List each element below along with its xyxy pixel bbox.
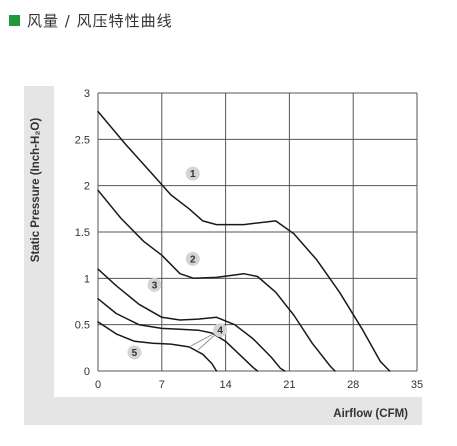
axis-shade-left	[24, 86, 54, 425]
curve-marker-label: 3	[152, 280, 158, 291]
page-header: 风量 / 风压特性曲线	[9, 7, 173, 33]
y-tick-label: 2	[84, 181, 90, 193]
curve-marker-1	[185, 166, 200, 181]
x-tick-label: 14	[219, 379, 231, 391]
x-tick-label: 0	[95, 379, 101, 391]
y-tick-label: 2.5	[75, 134, 90, 146]
curve-5	[97, 321, 218, 372]
curve-4	[97, 297, 259, 372]
curve-2	[97, 189, 336, 372]
curves	[97, 110, 391, 372]
y-axis-label: Static Pressure (Inch-H₂O)	[30, 118, 42, 263]
curve-marker-4	[213, 323, 228, 338]
y-tick-label: 3	[84, 88, 90, 100]
y-tick-label: 0	[84, 366, 90, 378]
x-axis-label: Airflow (CFM)	[333, 408, 408, 420]
x-tick-label: 28	[347, 379, 359, 391]
curve-3	[97, 268, 286, 372]
curve-marker-3	[147, 277, 162, 292]
page-title: 风量 / 风压特性曲线	[27, 11, 173, 30]
curve-1	[97, 110, 391, 372]
x-tick-label: 7	[159, 379, 165, 391]
curve-marker-label: 2	[190, 254, 196, 265]
curve-marker-2	[185, 251, 200, 266]
x-tick-label: 21	[283, 379, 295, 391]
curve-marker-label: 1	[190, 169, 196, 180]
y-tick-label: 1	[84, 273, 90, 285]
y-tick-label: 0.5	[75, 320, 90, 332]
axis-shade-bottom	[24, 397, 422, 425]
curve-marker-5	[127, 345, 142, 360]
y-tick-label: 1.5	[75, 227, 90, 239]
curve-marker-label: 5	[132, 348, 138, 359]
green-square-icon	[9, 14, 20, 26]
curve-marker-label: 4	[217, 326, 223, 337]
curve-markers: 1 2 3 4 5	[127, 166, 228, 360]
x-tick-label: 35	[411, 379, 423, 391]
